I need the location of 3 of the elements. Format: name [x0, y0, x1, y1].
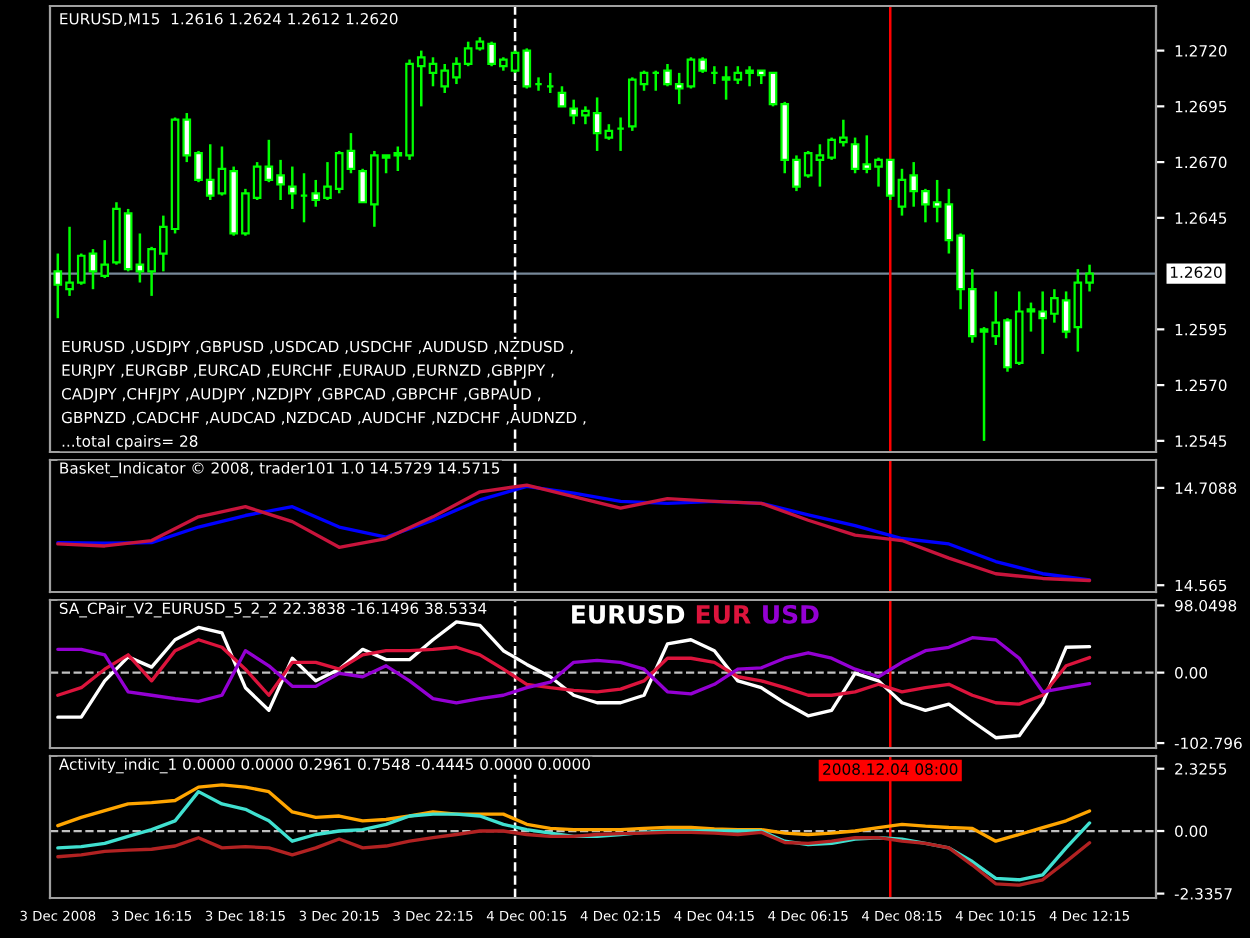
series-label: EUR: [696, 605, 751, 624]
series-label: USD: [763, 604, 819, 624]
series-label: EURUSD: [572, 604, 685, 624]
